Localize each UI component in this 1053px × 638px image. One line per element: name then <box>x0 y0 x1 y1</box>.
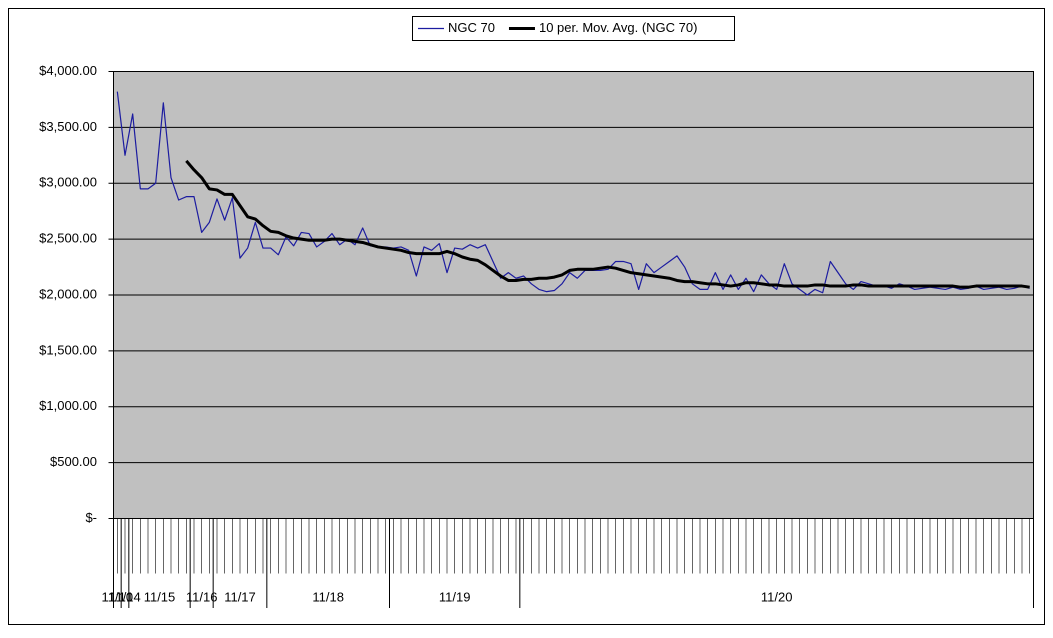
group-label: 11/20 <box>761 589 793 604</box>
group-label: 11/17 <box>224 589 256 604</box>
y-tick-label: $2,000.00 <box>39 286 97 301</box>
legend-label: 10 per. Mov. Avg. (NGC 70) <box>539 20 697 35</box>
group-label: 11/16 <box>186 589 218 604</box>
y-tick-label: $4,000.00 <box>39 63 97 78</box>
y-tick-label: $1,000.00 <box>39 398 97 413</box>
y-tick-label: $3,500.00 <box>39 119 97 134</box>
y-tick-label: $- <box>85 510 97 525</box>
y-tick-label: $2,500.00 <box>39 231 97 246</box>
group-label: 11/19 <box>439 589 471 604</box>
group-label: 11/18 <box>312 589 344 604</box>
group-label: 11/10 <box>102 589 134 604</box>
y-tick-label: $3,000.00 <box>39 175 97 190</box>
group-label: 11/15 <box>144 589 176 604</box>
series-line <box>185 159 1030 289</box>
legend-label: NGC 70 <box>448 20 495 35</box>
legend-box <box>412 16 735 41</box>
y-tick-label: $1,500.00 <box>39 342 97 357</box>
y-tick-label: $500.00 <box>50 454 97 469</box>
group-label: 11/14 <box>109 589 141 604</box>
